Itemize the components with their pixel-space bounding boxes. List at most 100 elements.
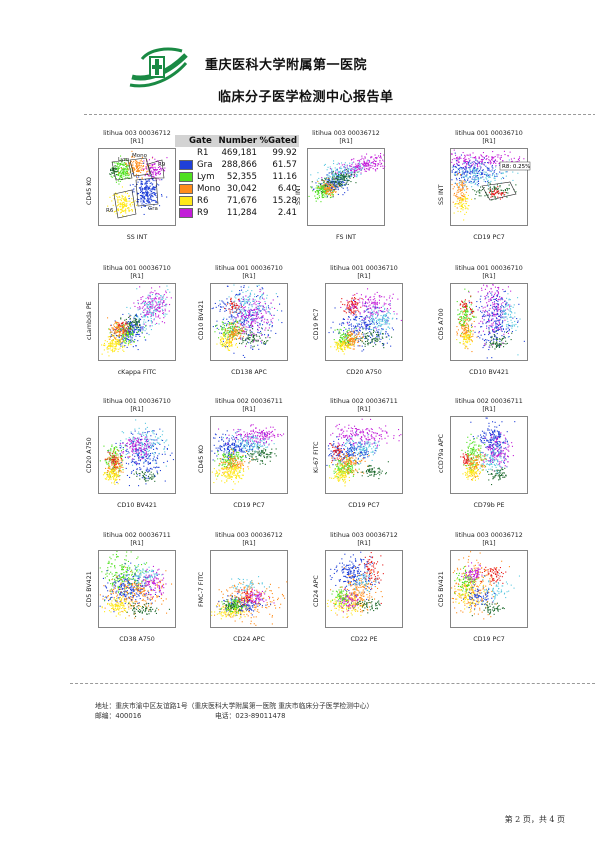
- event-dot: [138, 163, 140, 165]
- event-dot: [352, 348, 354, 350]
- event-dot: [353, 171, 355, 173]
- event-dot: [146, 182, 148, 184]
- event-dot: [460, 207, 462, 209]
- event-dot: [389, 300, 391, 302]
- event-dot: [130, 164, 132, 166]
- event-dot: [129, 318, 131, 320]
- event-dot: [222, 319, 224, 321]
- event-dot: [216, 343, 218, 345]
- event-dot: [235, 321, 237, 323]
- event-dot: [363, 158, 365, 160]
- event-dot: [129, 331, 131, 333]
- event-dot: [347, 170, 349, 172]
- event-dot: [143, 165, 145, 167]
- event-dot: [498, 190, 500, 192]
- event-dot: [388, 312, 390, 314]
- event-dot: [139, 170, 141, 172]
- event-dot: [322, 180, 324, 182]
- event-dot: [251, 290, 253, 292]
- event-dot: [114, 175, 116, 177]
- event-dot: [363, 349, 365, 351]
- event-dot: [215, 325, 217, 327]
- event-dot: [139, 330, 141, 332]
- gate-statistics-table: Gate Number %Gated R1 469,181 99.92 Gra 288,…: [175, 135, 299, 219]
- gate-name: R6: [197, 196, 209, 206]
- event-dot: [114, 170, 116, 172]
- event-dot: [126, 328, 128, 330]
- event-dot: [125, 162, 127, 164]
- event-dot: [494, 187, 496, 189]
- event-dot: [486, 178, 488, 180]
- event-dot: [500, 193, 502, 195]
- event-dot: [373, 163, 375, 165]
- event-dot: [222, 328, 224, 330]
- event-dot: [248, 337, 250, 339]
- event-dot: [487, 167, 489, 169]
- event-dot: [113, 339, 115, 341]
- event-dot: [113, 350, 115, 352]
- event-dot: [222, 335, 224, 337]
- gate-color-swatch: [179, 172, 193, 182]
- event-dot: [261, 316, 263, 318]
- event-dot: [155, 174, 157, 176]
- event-dot: [111, 169, 113, 171]
- event-dot: [131, 324, 133, 326]
- event-dot: [156, 173, 158, 175]
- gate-region: [111, 159, 133, 181]
- event-dot: [376, 323, 378, 325]
- event-dot: [481, 170, 483, 172]
- event-dot: [221, 332, 223, 334]
- event-dot: [335, 185, 337, 187]
- event-dot: [117, 330, 119, 332]
- event-dot: [376, 320, 378, 322]
- event-dot: [267, 334, 269, 336]
- event-dot: [464, 185, 466, 187]
- event-dot: [354, 316, 356, 318]
- event-dot: [321, 196, 323, 198]
- event-dot: [122, 169, 124, 171]
- event-dot: [331, 188, 333, 190]
- event-dot: [121, 161, 123, 163]
- event-dot: [120, 170, 122, 172]
- event-dot: [500, 155, 502, 157]
- event-dot: [373, 312, 375, 314]
- event-dot: [142, 196, 144, 198]
- event-dot: [323, 187, 325, 189]
- event-dot: [477, 175, 479, 177]
- event-dot: [493, 194, 495, 196]
- event-dot: [337, 189, 339, 191]
- event-dot: [317, 190, 319, 192]
- event-dot: [335, 171, 337, 173]
- event-dot: [385, 328, 387, 330]
- event-dot: [334, 182, 336, 184]
- event-dot: [245, 343, 247, 345]
- event-dot: [137, 166, 139, 168]
- event-dot: [346, 164, 348, 166]
- event-dot: [250, 345, 252, 347]
- event-dot: [253, 312, 255, 314]
- event-dot: [372, 161, 374, 163]
- event-dot: [457, 198, 459, 200]
- event-dot: [145, 188, 147, 190]
- event-dot: [346, 345, 348, 347]
- event-dot: [465, 198, 467, 200]
- event-dot: [146, 163, 148, 165]
- event-dot: [254, 302, 256, 304]
- event-dot: [460, 174, 462, 176]
- event-dot: [152, 302, 154, 304]
- event-dot: [347, 302, 349, 304]
- event-dot: [150, 198, 152, 200]
- event-dot: [154, 200, 156, 202]
- event-dot: [169, 291, 171, 293]
- event-dot: [264, 309, 266, 311]
- event-dot: [221, 300, 223, 302]
- event-dot: [152, 179, 154, 181]
- event-dot: [153, 192, 155, 194]
- event-dot: [256, 312, 258, 314]
- event-dot: [147, 191, 149, 193]
- event-dot: [117, 327, 119, 329]
- event-dot: [341, 340, 343, 342]
- event-dot: [136, 333, 138, 335]
- event-dot: [111, 176, 113, 178]
- event-dot: [148, 186, 150, 188]
